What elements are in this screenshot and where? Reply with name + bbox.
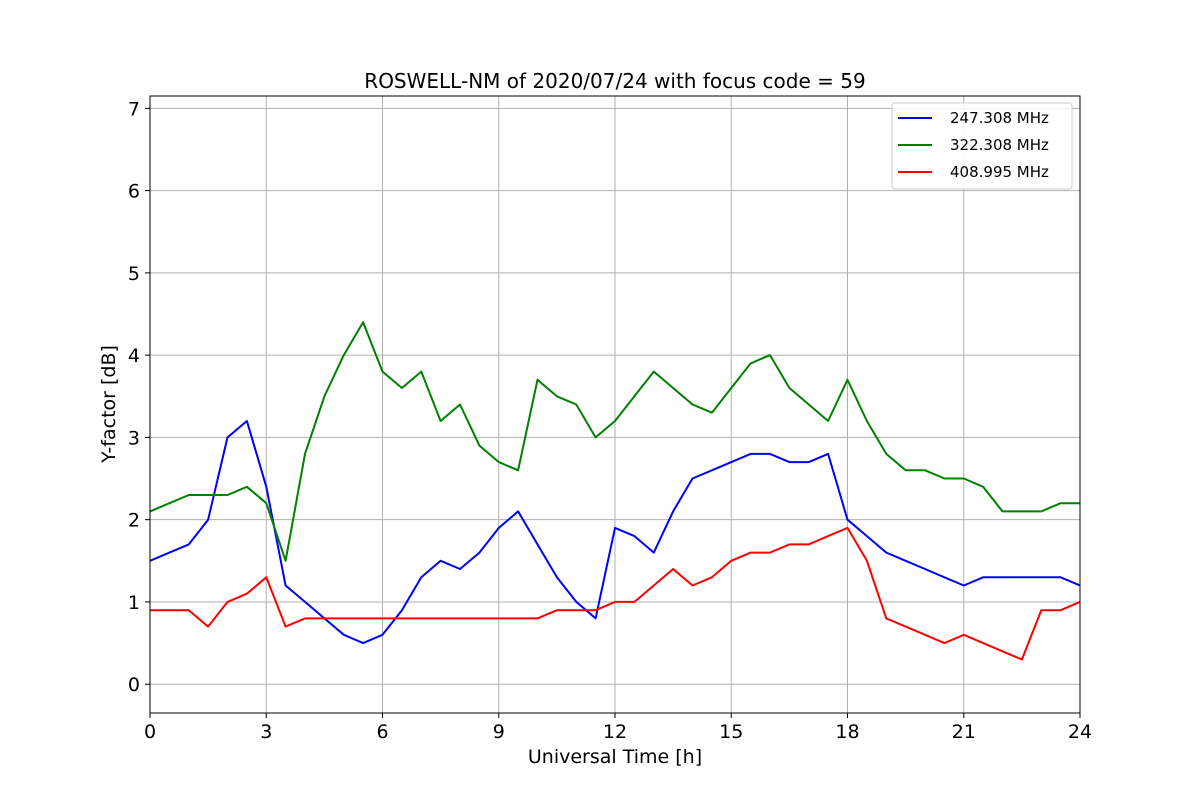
series-line-1: [150, 420, 1080, 645]
y-tick-label: 2: [128, 510, 140, 532]
x-tick-label: 6: [376, 721, 388, 743]
x-tick-label: 9: [493, 721, 505, 743]
y-tick-label: 5: [128, 263, 140, 285]
x-tick-label: 0: [144, 721, 156, 743]
series-line-3: [150, 526, 1080, 661]
legend-label-1: 247.308 MHz: [950, 109, 1049, 127]
series-layer: [150, 321, 1080, 661]
y-axis: 0 1 2 3 4 5 6 7: [128, 98, 150, 696]
x-tick-label: 15: [719, 721, 743, 743]
legend-label-2: 322.308 MHz: [950, 136, 1049, 154]
legend: 247.308 MHz 322.308 MHz 408.995 MHz: [891, 102, 1073, 190]
y-tick-label: 7: [128, 98, 140, 120]
x-tick-label: 3: [260, 721, 272, 743]
y-tick-label: 6: [128, 181, 140, 203]
y-axis-label: Y-factor [dB]: [98, 345, 120, 464]
chart-title: ROSWELL-NM of 2020/07/24 with focus code…: [364, 69, 865, 93]
y-tick-label: 0: [128, 674, 140, 696]
x-tick-label: 21: [952, 721, 976, 743]
y-tick-label: 1: [128, 592, 140, 614]
x-tick-label: 18: [835, 721, 859, 743]
x-axis-label: Universal Time [h]: [528, 746, 702, 768]
y-tick-label: 4: [128, 345, 140, 367]
legend-label-3: 408.995 MHz: [950, 163, 1049, 181]
y-tick-label: 3: [128, 427, 140, 449]
x-tick-label: 24: [1068, 721, 1092, 743]
x-tick-label: 12: [603, 721, 627, 743]
series-line-2: [150, 321, 1080, 562]
x-axis: 0 3 6 9 12 15 18 21 24: [144, 713, 1092, 743]
legend-box: [891, 102, 1073, 190]
